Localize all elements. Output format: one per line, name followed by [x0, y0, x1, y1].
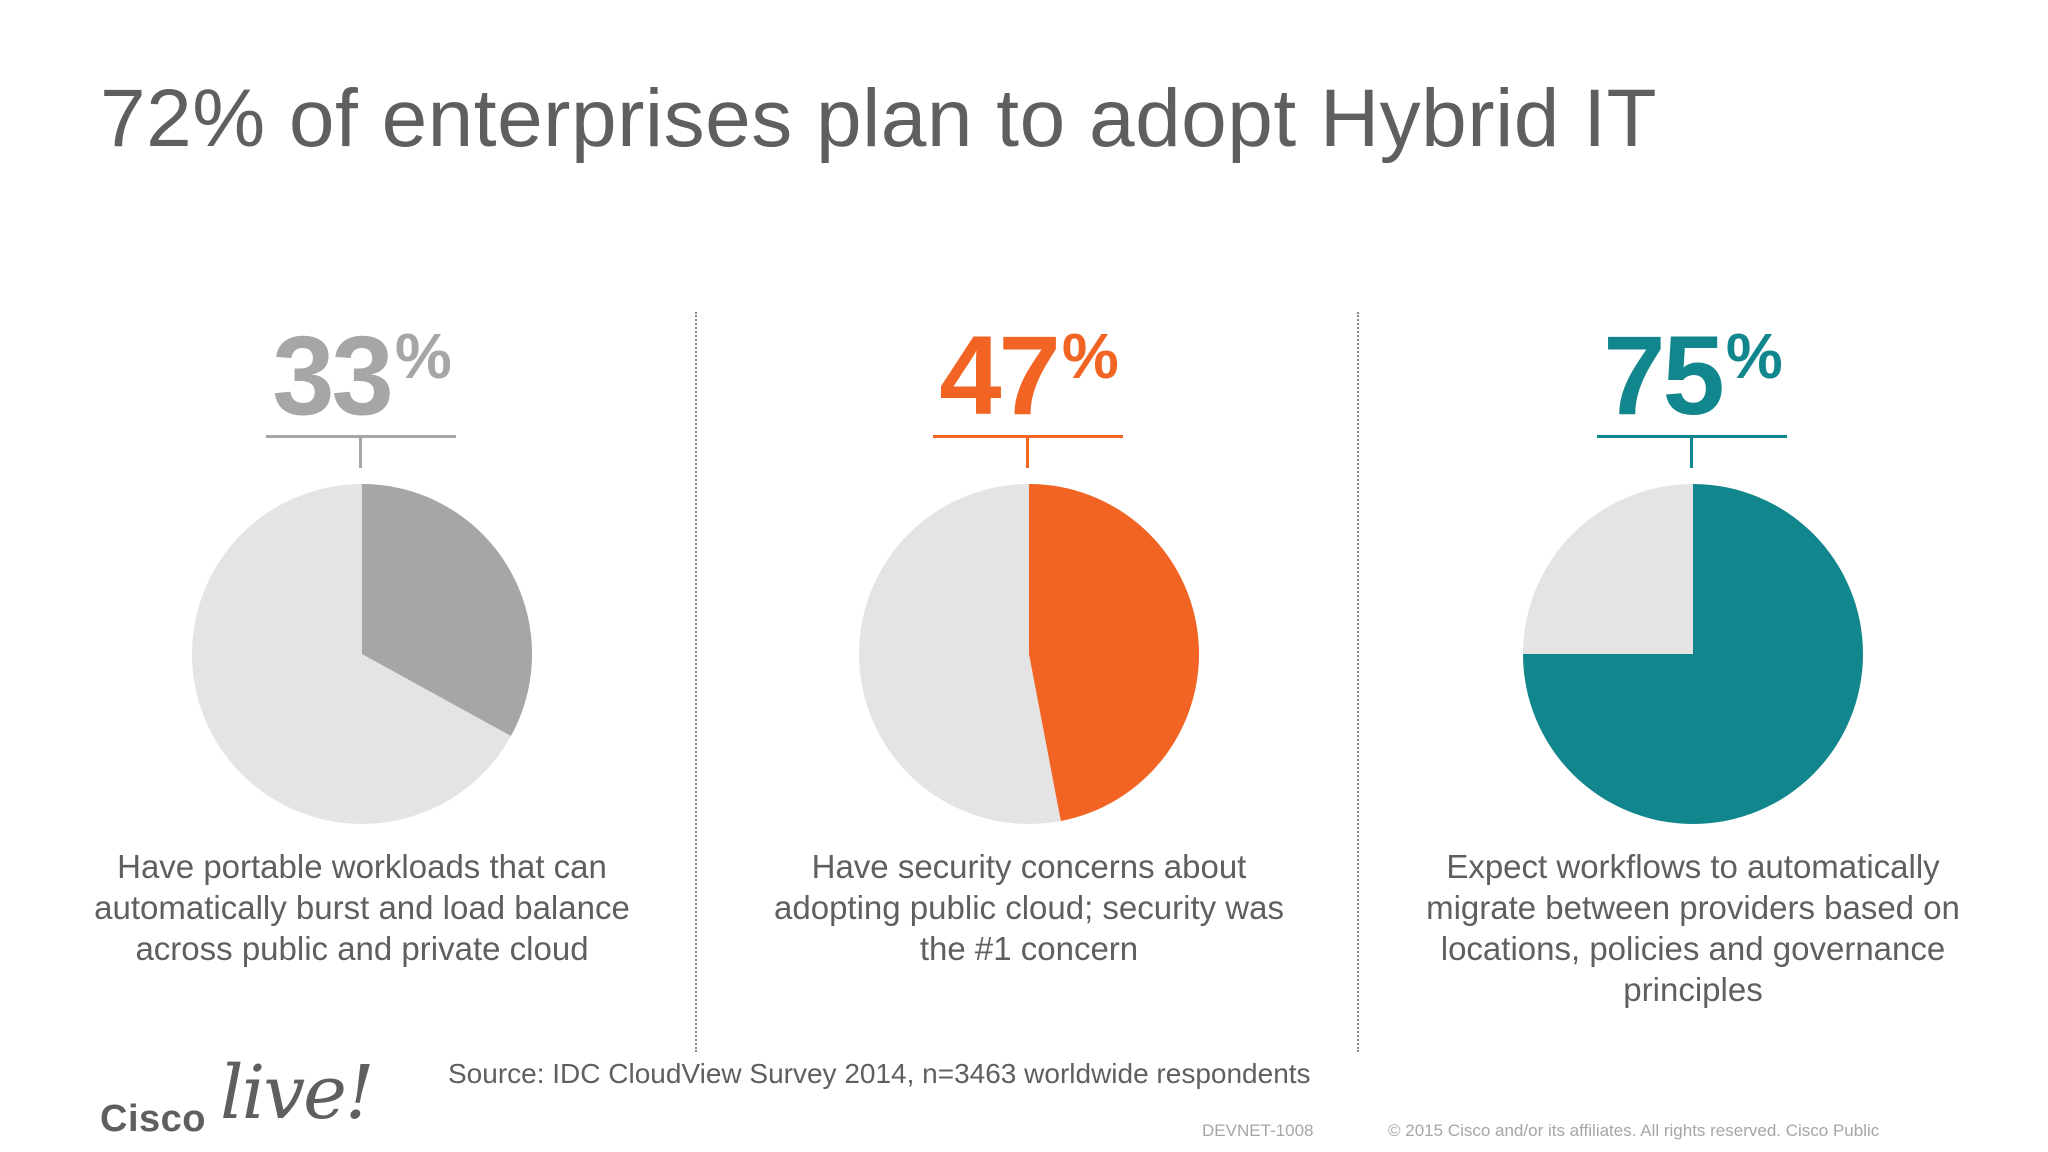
- column-divider-right: [1357, 312, 1359, 1052]
- stat-number: 33: [272, 313, 394, 438]
- column-divider-left: [695, 312, 697, 1052]
- stat-column-portable-workloads: 33% Have portable workloads that can aut…: [82, 300, 642, 1020]
- pie-slice-value: [362, 484, 532, 736]
- footer-copyright: © 2015 Cisco and/or its affiliates. All …: [1388, 1121, 1880, 1140]
- logo-cisco-text: Cisco: [100, 1098, 206, 1140]
- logo-live-script: live!: [220, 1050, 375, 1136]
- pie-chart: [1523, 484, 1863, 824]
- stat-connector: [359, 436, 362, 468]
- footer-session-id: DEVNET-1008: [1202, 1121, 1314, 1140]
- pie-slice-value: [1029, 484, 1199, 821]
- stat-value: 47%: [749, 320, 1309, 432]
- stat-value: 75%: [1413, 320, 1973, 432]
- stat-connector: [1690, 436, 1693, 468]
- cisco-live-logo: Cisco live!: [100, 1050, 375, 1140]
- stat-column-automatic-migration: 75% Expect workflows to automatically mi…: [1413, 300, 1973, 1020]
- stat-description: Have security concerns about adopting pu…: [774, 848, 1284, 967]
- stat-unit: %: [1725, 320, 1783, 392]
- stat-value: 33%: [82, 320, 642, 432]
- pie-slice-value: [1523, 484, 1863, 824]
- stat-number: 75: [1603, 313, 1725, 438]
- slide-title: 72% of enterprises plan to adopt Hybrid …: [100, 73, 1658, 164]
- stat-unit: %: [394, 320, 452, 392]
- source-note: Source: IDC CloudView Survey 2014, n=346…: [448, 1058, 1311, 1089]
- stat-column-security-concerns: 47% Have security concerns about adoptin…: [749, 300, 1309, 1020]
- stat-description: Expect workflows to automatically migrat…: [1426, 848, 1960, 1008]
- stat-description: Have portable workloads that can automat…: [94, 848, 630, 967]
- stat-number: 47: [939, 313, 1061, 438]
- pie-chart: [192, 484, 532, 824]
- stat-connector: [1026, 436, 1029, 468]
- stat-unit: %: [1061, 320, 1119, 392]
- pie-chart: [859, 484, 1199, 824]
